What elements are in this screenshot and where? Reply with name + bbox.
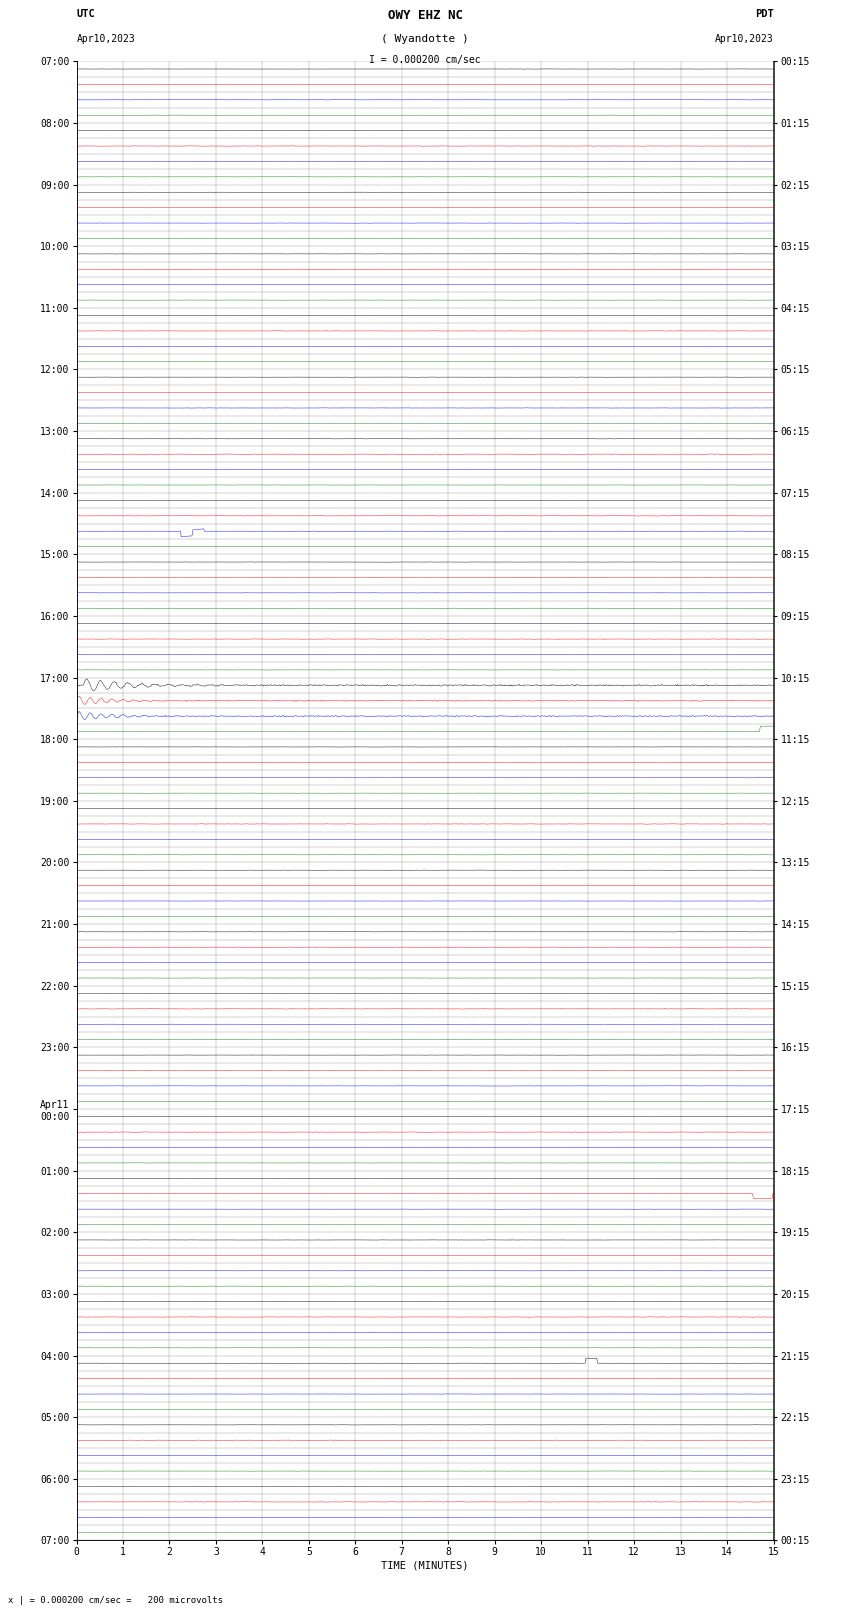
X-axis label: TIME (MINUTES): TIME (MINUTES) <box>382 1560 468 1569</box>
Text: ( Wyandotte ): ( Wyandotte ) <box>381 34 469 44</box>
Text: UTC: UTC <box>76 10 95 19</box>
Text: Apr10,2023: Apr10,2023 <box>715 34 774 44</box>
Text: Apr10,2023: Apr10,2023 <box>76 34 135 44</box>
Text: x | = 0.000200 cm/sec =   200 microvolts: x | = 0.000200 cm/sec = 200 microvolts <box>8 1595 224 1605</box>
Text: OWY EHZ NC: OWY EHZ NC <box>388 10 462 23</box>
Text: I = 0.000200 cm/sec: I = 0.000200 cm/sec <box>369 55 481 65</box>
Text: PDT: PDT <box>755 10 774 19</box>
